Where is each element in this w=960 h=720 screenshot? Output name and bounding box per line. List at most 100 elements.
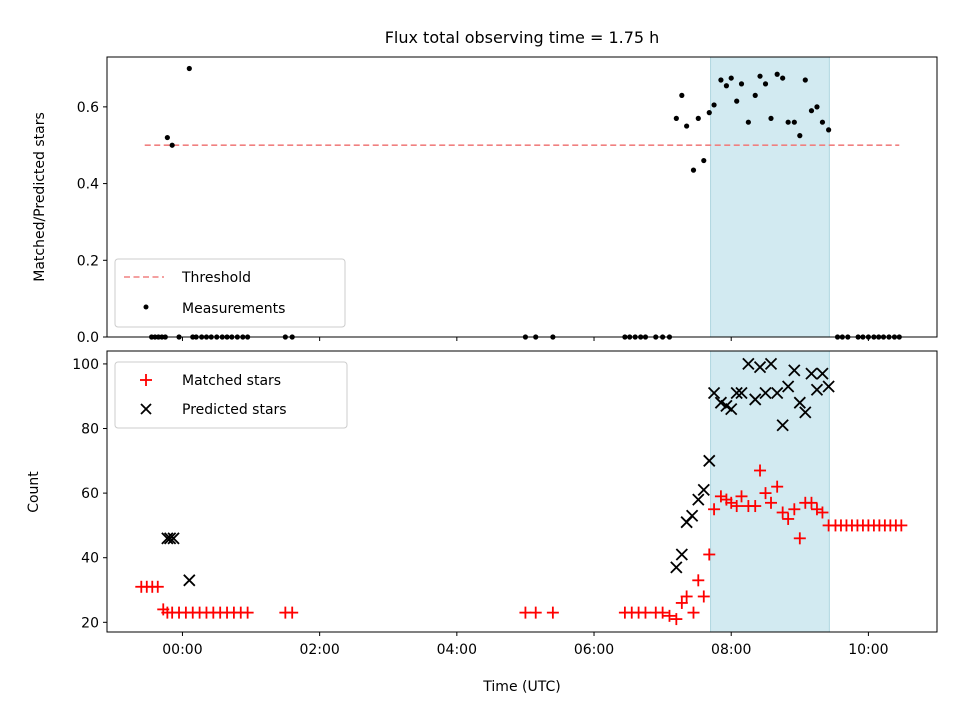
matched-star-point (286, 606, 299, 619)
matched-star-point (754, 464, 767, 477)
predicted-star-point (749, 393, 762, 406)
predicted-star-point (822, 380, 835, 393)
matched-star-point (675, 596, 688, 609)
predicted-star-point (685, 509, 699, 522)
y-tick-label: 0.2 (77, 253, 99, 269)
top-legend: Threshold Measurements (114, 258, 346, 328)
measurement-point (695, 115, 701, 121)
measurement-point (738, 81, 745, 87)
measurement-point (711, 102, 717, 108)
predicted-star-point (742, 357, 755, 371)
measurement-point (762, 81, 769, 87)
bottom-x-ticks: 00:00 02:00 04:00 06:00 08:00 10:00 (162, 632, 889, 658)
measurement-point (757, 73, 763, 79)
legend-predicted-swatch (140, 403, 152, 415)
matched-star-point (639, 606, 652, 619)
bottom-panel: 20 40 60 80 100 00:00 02:00 04:00 06:00 08:00 10:… (26, 350, 938, 695)
y-tick-label: 40 (81, 551, 99, 567)
matched-star-point (151, 580, 164, 593)
x-tick-label: 06:00 (574, 642, 614, 658)
matched-star-point (546, 606, 559, 619)
matched-star-point (656, 606, 669, 619)
matched-star-point (529, 606, 542, 619)
predicted-star-point (788, 364, 801, 377)
measurement-point (164, 134, 170, 141)
legend-measurements-swatch (143, 304, 149, 310)
predicted-star-point (782, 380, 795, 393)
legend-predicted-label: Predicted stars (182, 402, 287, 418)
predicted-star-point (183, 574, 196, 587)
measurement-point (808, 108, 815, 114)
matched-star-point (793, 532, 806, 545)
measurement-point (826, 127, 832, 133)
x-tick-label: 04:00 (437, 642, 477, 658)
predicted-star-point (810, 383, 824, 396)
measurement-point (690, 167, 697, 173)
y-tick-label: 0.0 (77, 330, 99, 346)
x-tick-label: 10:00 (848, 642, 888, 658)
measurement-point (673, 115, 679, 121)
measurement-point (745, 119, 751, 125)
predicted-stars-points (161, 357, 835, 587)
predicted-star-point (753, 361, 767, 374)
measurement-point (797, 133, 803, 139)
measurement-point (791, 119, 797, 125)
predicted-star-point (730, 386, 743, 400)
measurement-point (734, 98, 740, 104)
matched-star-point (703, 548, 716, 561)
predicted-star-point (759, 386, 772, 400)
predicted-star-point (167, 532, 180, 545)
matched-star-point (730, 500, 743, 513)
legend-matched-swatch (140, 374, 152, 386)
predicted-star-point (799, 406, 812, 419)
measurement-point (819, 119, 826, 125)
predicted-star-point (692, 493, 705, 506)
y-tick-label: 60 (81, 486, 99, 502)
x-tick-label: 08:00 (711, 642, 751, 658)
measurement-point (718, 77, 724, 83)
bottom-y-axis-label: Count (26, 471, 42, 513)
top-x-ticks (181, 337, 869, 341)
matched-star-point (241, 606, 254, 619)
measurement-point (752, 92, 758, 98)
predicted-star-point (697, 483, 710, 497)
measurement-point (728, 75, 734, 81)
predicted-star-point (714, 396, 728, 409)
chart-title: Flux total observing time = 1.75 h (385, 28, 660, 47)
bottom-y-ticks: 20 40 60 80 100 (72, 357, 107, 631)
matched-star-point (782, 512, 795, 525)
bottom-axes-frame (106, 350, 938, 633)
matched-star-point (519, 606, 532, 619)
matched-stars-points (135, 464, 908, 626)
matched-star-point (765, 496, 777, 509)
matched-star-point (788, 503, 801, 516)
measurement-point (723, 83, 730, 89)
measurement-point (768, 115, 774, 121)
top-y-axis-label: Matched/Predicted stars (32, 112, 48, 282)
measurement-point (684, 123, 690, 129)
predicted-star-point (675, 548, 688, 561)
bottom-legend: Matched stars Predicted stars (114, 361, 348, 429)
top-legend-frame (114, 258, 346, 328)
measurement-point (802, 77, 808, 83)
matched-star-point (670, 613, 683, 626)
predicted-star-point (703, 454, 716, 467)
legend-matched-label: Matched stars (182, 373, 281, 389)
matched-star-point (749, 500, 762, 513)
measurement-point (701, 157, 707, 164)
measurement-point (186, 65, 192, 72)
y-tick-label: 80 (81, 422, 99, 438)
matched-star-point (771, 480, 784, 493)
matched-star-point (759, 487, 772, 500)
top-axes-frame (106, 56, 938, 338)
matched-star-point (687, 606, 700, 619)
measurement-point (780, 75, 786, 81)
legend-measurements-label: Measurements (182, 301, 285, 317)
predicted-star-point (670, 561, 683, 574)
matched-star-point (708, 503, 721, 516)
predicted-star-point (793, 396, 806, 409)
predicted-star-point (816, 367, 829, 380)
measurement-point (169, 142, 175, 148)
x-tick-label: 00:00 (162, 642, 202, 658)
